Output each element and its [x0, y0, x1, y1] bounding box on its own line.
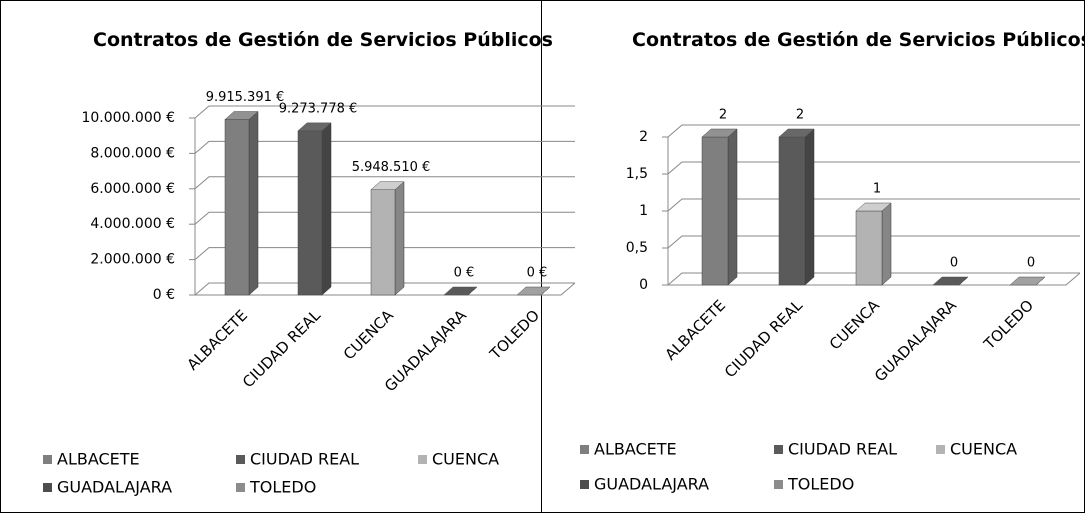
legend-swatch [43, 483, 52, 492]
bar-top [297, 122, 332, 132]
bar-top [932, 276, 969, 286]
x-tick-label: CUENCA [340, 306, 398, 364]
y-tick-label: 8.000.000 € [90, 145, 175, 161]
grid-line [667, 235, 1080, 249]
data-label: 0 [950, 256, 958, 271]
grid-line [194, 282, 575, 296]
bar-top [224, 111, 259, 120]
legend-label: CIUDAD REAL [250, 450, 359, 469]
bar-side [727, 128, 738, 286]
y-tick-label: 10.000.000 € [81, 110, 175, 126]
bar-top [370, 181, 405, 190]
grid-line [667, 198, 1080, 212]
bar-top [778, 128, 815, 138]
legend-label: TOLEDO [249, 478, 316, 497]
legend-label: ALBACETE [57, 450, 140, 469]
grid-line [667, 161, 1080, 175]
legend-swatch [936, 445, 945, 454]
bar-top [1009, 276, 1046, 286]
legend-label: CIUDAD REAL [788, 440, 897, 459]
grid-line [667, 272, 1080, 286]
grid-line [194, 140, 575, 154]
bar-top [855, 202, 892, 212]
data-label: 5.948.510 € [352, 160, 431, 175]
y-tick-label: 6.000.000 € [90, 181, 175, 197]
data-label: 1 [873, 182, 881, 197]
bar-side [804, 128, 815, 286]
grid-line [194, 211, 575, 225]
legend-swatch [580, 445, 589, 454]
bar-side [321, 122, 332, 296]
bar-side [394, 181, 405, 296]
bar [701, 136, 729, 286]
bar-top [516, 286, 551, 296]
legend-label: CUENCA [432, 450, 499, 469]
data-label: 0 [1027, 256, 1035, 271]
bar-side [248, 110, 259, 296]
x-tick-label: GUADALAJARA [871, 296, 961, 386]
x-tick-label: CIUDAD REAL [239, 306, 324, 391]
y-tick-label: 0 [639, 277, 648, 293]
chart-title: Contratos de Gestión de Servicios Públic… [632, 29, 1085, 51]
bar-top [701, 128, 738, 138]
legend-label: GUADALAJARA [57, 478, 172, 497]
data-label: 9.915.391 € [206, 90, 285, 105]
bar [855, 210, 883, 286]
grid-line [194, 176, 575, 190]
bar-top [443, 286, 478, 296]
legend-label: GUADALAJARA [594, 475, 709, 494]
chart-title: Contratos de Gestión de Servicios Públic… [93, 29, 553, 51]
grid-line [194, 105, 575, 119]
legend-swatch [418, 455, 427, 464]
y-tick-label: 2 [639, 129, 648, 145]
legend-swatch [580, 480, 589, 489]
x-tick-label: TOLEDO [486, 306, 543, 363]
data-label: 2 [796, 108, 804, 123]
y-tick-label: 1,5 [626, 166, 648, 182]
bar [297, 130, 323, 296]
data-label: 0 € [454, 266, 475, 281]
y-tick-label: 0,5 [626, 240, 648, 256]
x-tick-label: ALBACETE [183, 306, 251, 374]
bar [224, 119, 250, 296]
bar [778, 136, 806, 286]
legend-label: ALBACETE [594, 440, 677, 459]
bar [370, 189, 396, 296]
legend-swatch [43, 455, 52, 464]
x-tick-label: ALBACETE [661, 296, 729, 364]
y-tick-label: 2.000.000 € [90, 252, 175, 268]
x-tick-label: CIUDAD REAL [721, 296, 806, 381]
grid-line [194, 247, 575, 260]
bar-side [881, 202, 892, 286]
legend-swatch [774, 445, 783, 454]
y-tick-label: 1 [639, 203, 648, 219]
x-tick-label: CUENCA [826, 296, 884, 354]
y-tick-label: 4.000.000 € [90, 216, 175, 232]
grid-line [667, 124, 1080, 138]
x-tick-label: TOLEDO [980, 296, 1037, 353]
data-label: 2 [719, 108, 727, 123]
legend-swatch [774, 480, 783, 489]
data-label: 9.273.778 € [279, 101, 358, 116]
legend-swatch [236, 483, 245, 492]
legend-swatch [236, 455, 245, 464]
legend-label: TOLEDO [787, 475, 854, 494]
data-label: 0 € [527, 266, 548, 281]
y-tick-label: 0 € [153, 287, 175, 303]
legend-label: CUENCA [950, 440, 1017, 459]
